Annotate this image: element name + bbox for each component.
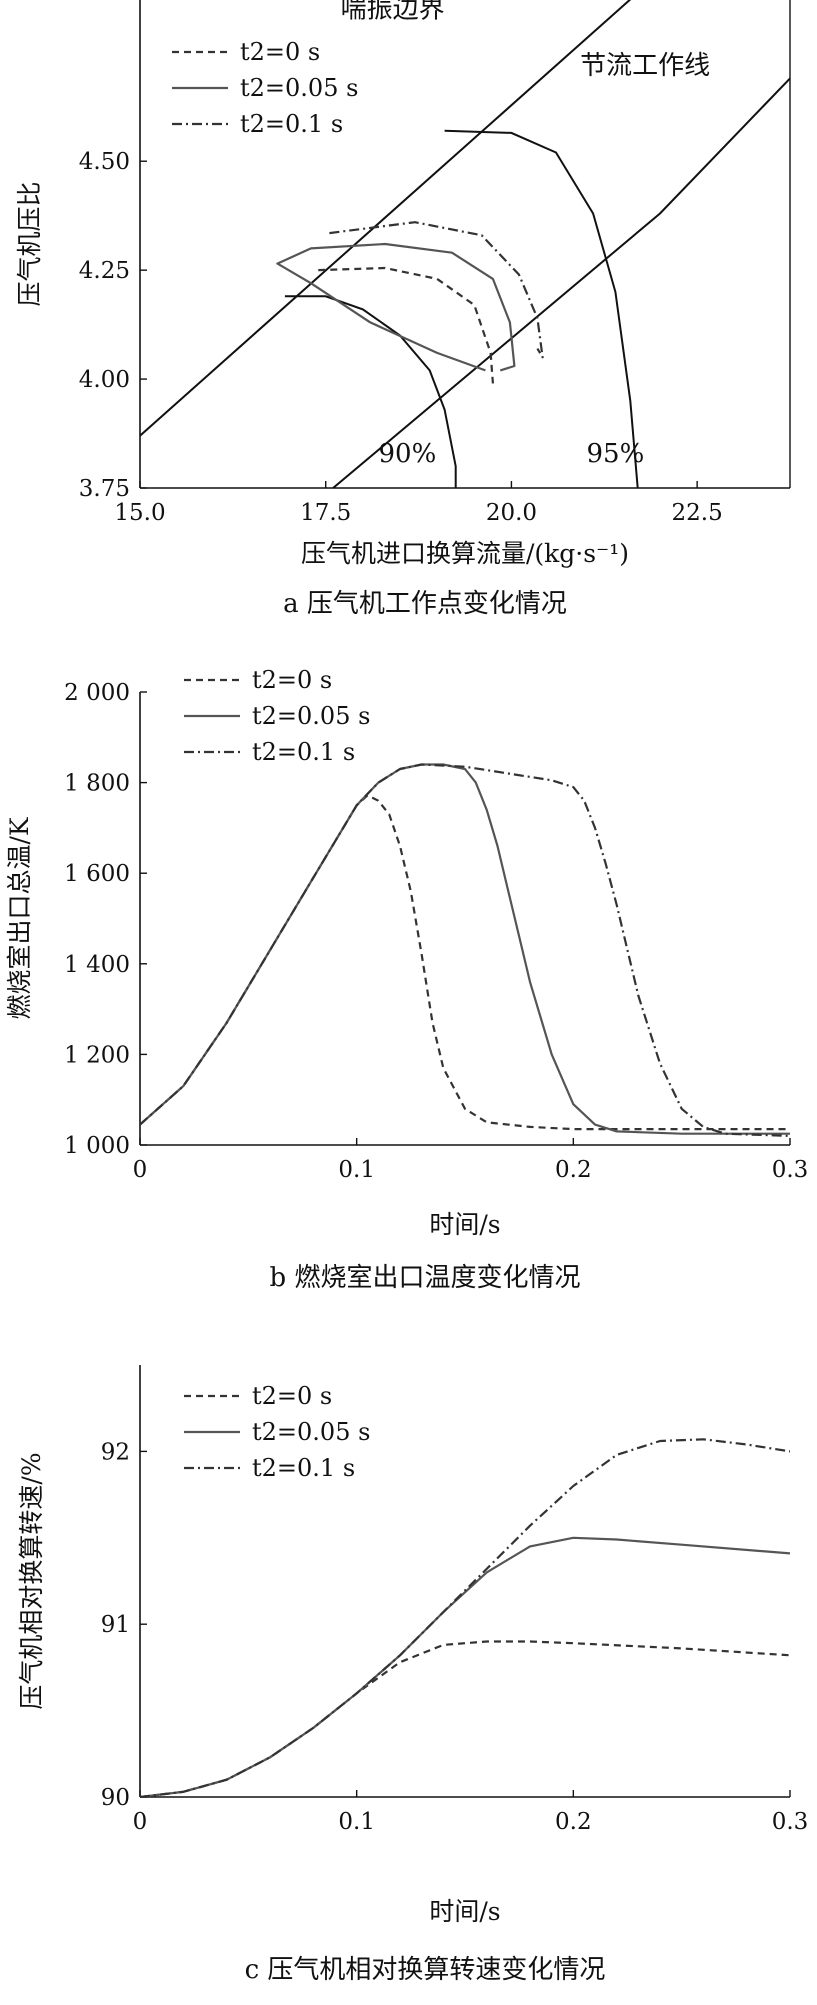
series-line (329, 221, 544, 359)
x-tick-label: 0.1 (338, 1157, 375, 1183)
x-axis-label: 压气机进口换算流量/(kg·s⁻¹) (301, 539, 629, 568)
annotation-label: 95% (587, 439, 645, 469)
x-tick-label: 0.3 (772, 1157, 809, 1183)
series-line (140, 1536, 790, 1797)
reference-line (284, 295, 457, 488)
series-line (318, 266, 494, 384)
y-tick-label: 1 000 (64, 1133, 130, 1159)
x-tick-label: 22.5 (672, 500, 723, 526)
x-axis-label: 时间/s (429, 1210, 500, 1239)
y-tick-label: 4.50 (79, 149, 130, 175)
y-tick-label: 1 400 (64, 952, 130, 978)
y-tick-label: 4.00 (79, 367, 130, 393)
legend-label: t2=0.05 s (252, 1418, 370, 1446)
panel-caption: b 燃烧室出口温度变化情况 (270, 1263, 581, 1293)
legend-label: t2=0.1 s (240, 110, 343, 138)
series-line (140, 763, 790, 1135)
y-tick-label: 4.25 (79, 258, 130, 284)
x-tick-label: 17.5 (300, 500, 351, 526)
panel-caption: a 压气机工作点变化情况 (283, 589, 567, 619)
y-axis-label: 燃烧室出口总温/K (5, 816, 34, 1019)
legend-label: t2=0 s (240, 38, 320, 66)
reference-line (332, 77, 790, 488)
legend-label: t2=0.1 s (252, 738, 355, 766)
series-line (276, 242, 516, 372)
x-axis-label: 时间/s (429, 1897, 500, 1926)
chart-panel-a: 15.0 17.5 20.0 22.5 3.75 4.00 4.25 4.50 压气机进口换算流… (15, 0, 791, 619)
legend-label: t2=0.05 s (240, 74, 358, 102)
legend-label: t2=0.1 s (252, 1454, 355, 1482)
y-tick-label: 92 (101, 1439, 130, 1465)
series-line (140, 763, 790, 1137)
y-tick-label: 3.75 (79, 476, 130, 502)
x-tick-label: 0.3 (772, 1809, 809, 1835)
legend-label: t2=0.05 s (252, 702, 370, 730)
y-tick-label: 2 000 (64, 680, 130, 706)
annotation-label: 喘振边界 (341, 0, 445, 24)
panel-caption: c 压气机相对换算转速变化情况 (245, 1955, 606, 1985)
x-tick-label: 0 (133, 1157, 148, 1183)
x-tick-label: 0.2 (555, 1157, 592, 1183)
x-tick-label: 0 (133, 1809, 148, 1835)
x-tick-label: 15.0 (114, 500, 165, 526)
legend-label: t2=0 s (252, 666, 332, 694)
reference-line (444, 129, 639, 488)
y-tick-label: 91 (101, 1612, 130, 1638)
annotation-label: 90% (379, 439, 437, 469)
series-line (140, 1438, 790, 1797)
y-tick-label: 90 (101, 1785, 130, 1811)
plot-area (140, 0, 790, 488)
x-tick-label: 20.0 (486, 500, 537, 526)
chart-panel-b: 0 0.1 0.2 0.3 1 000 1 200 1 400 1 600 1 800 2 000… (5, 666, 808, 1293)
plot-area (140, 1438, 790, 1797)
legend-label: t2=0 s (252, 1382, 332, 1410)
y-axis-label: 压气机压比 (15, 181, 44, 306)
series-line (140, 794, 790, 1131)
reference-line (140, 0, 632, 437)
x-tick-label: 0.2 (555, 1809, 592, 1835)
annotation-label: 节流工作线 (580, 51, 710, 81)
x-tick-label: 0.1 (338, 1809, 375, 1835)
y-tick-label: 1 600 (64, 861, 130, 887)
y-axis-label: 压气机相对换算转速/% (17, 1452, 46, 1709)
y-tick-label: 1 800 (64, 771, 130, 797)
y-tick-label: 1 200 (64, 1042, 130, 1068)
plot-area (140, 763, 790, 1137)
chart-panel-c: 0 0.1 0.2 0.3 90 91 92 时间/s 压气机相对换算转速/% t2=0 s t2=… (17, 1365, 808, 1985)
